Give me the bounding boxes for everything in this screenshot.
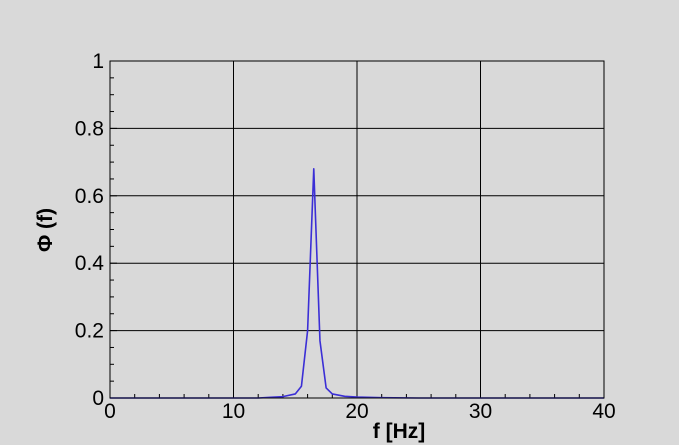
y-tick-label: 0 — [92, 387, 104, 410]
y-tick-label: 0.6 — [75, 185, 104, 208]
x-tick-label: 20 — [345, 400, 368, 423]
x-tick-label: 10 — [222, 400, 245, 423]
x-tick-label: 0 — [104, 400, 116, 423]
plot-frame — [109, 60, 605, 399]
x-tick-label: 40 — [592, 400, 615, 423]
y-tick-labels: 0 0.2 0.4 0.6 0.8 1 — [75, 50, 105, 410]
x-tick-labels: 0 10 20 30 40 — [104, 400, 616, 423]
x-tick-label: 30 — [469, 400, 492, 423]
y-tick-label: 0.4 — [75, 252, 105, 275]
y-tick-label: 1 — [92, 50, 104, 73]
y-tick-label: 0.8 — [75, 117, 104, 140]
y-tick-label: 0.2 — [75, 320, 104, 343]
x-axis-title: f [Hz] — [373, 420, 425, 443]
y-axis-title: Φ (f) — [34, 208, 57, 252]
